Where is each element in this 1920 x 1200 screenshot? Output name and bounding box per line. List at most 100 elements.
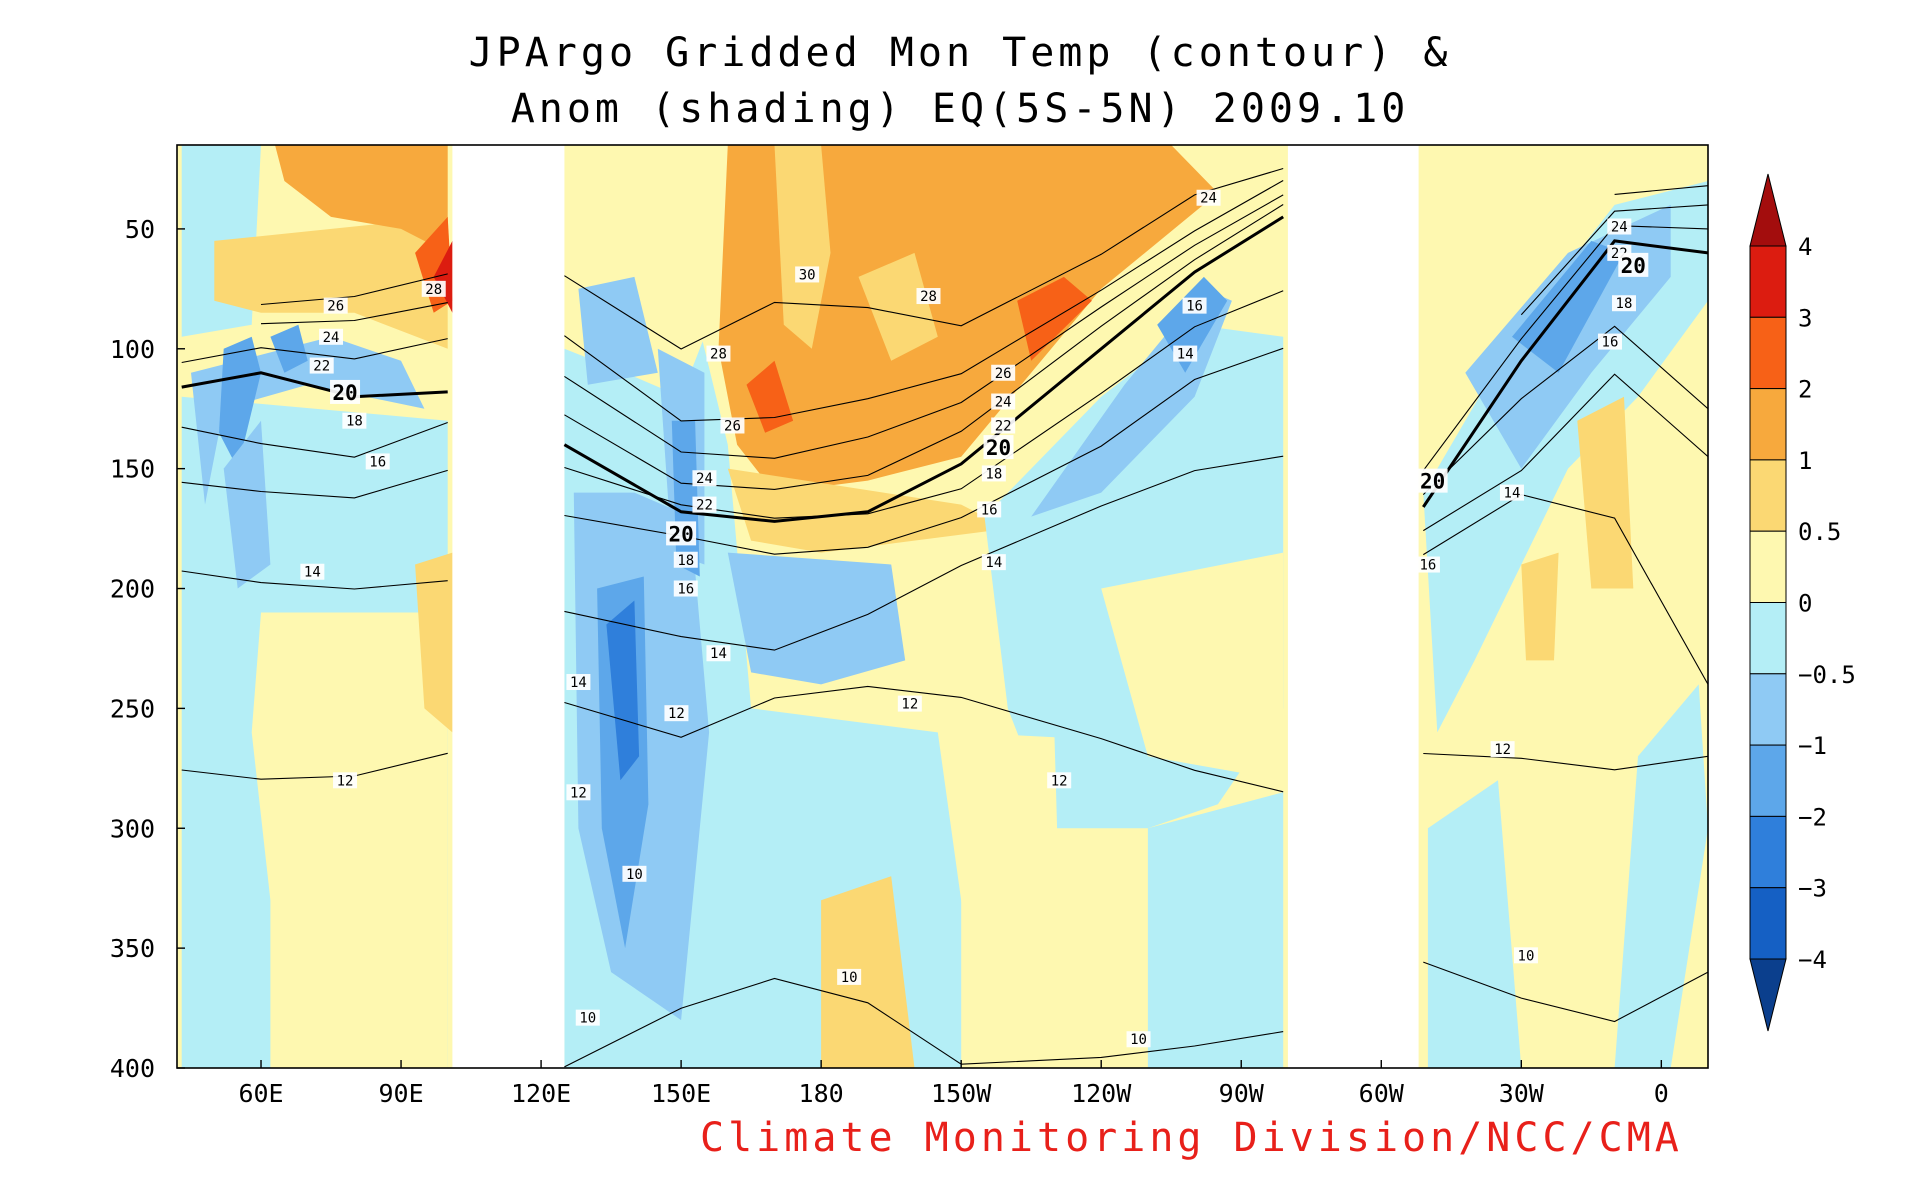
colorbar-swatch bbox=[1749, 744, 1787, 817]
contour-label: 24 bbox=[1200, 191, 1217, 207]
contour-label-bg bbox=[673, 580, 698, 597]
contour-label-bg bbox=[333, 772, 358, 789]
colorbar-swatch bbox=[1749, 245, 1787, 318]
contour-label: 16 bbox=[677, 582, 694, 598]
colorbar-label: 0.5 bbox=[1798, 518, 1841, 546]
missing-data-gaps bbox=[452, 145, 1419, 1068]
contour-label-bg bbox=[622, 865, 647, 882]
x-tick-label: 90E bbox=[378, 1079, 423, 1108]
contour-label: 22 bbox=[313, 359, 330, 375]
colorbar-swatch bbox=[1749, 530, 1787, 604]
isotherm-18 bbox=[1422, 325, 1708, 495]
colorbar-label: 2 bbox=[1798, 376, 1812, 404]
contour-label: 28 bbox=[710, 347, 727, 363]
anomaly-region bbox=[774, 145, 831, 349]
anomaly-region bbox=[727, 552, 906, 685]
anomaly-region bbox=[223, 420, 271, 589]
colorbar-swatch bbox=[1749, 316, 1787, 390]
contour-label-bg bbox=[991, 364, 1016, 381]
contour-label: 14 bbox=[1177, 347, 1194, 363]
contour-label-bg bbox=[692, 470, 717, 487]
isotherm-16 bbox=[1423, 373, 1708, 532]
contour-label-bg bbox=[673, 551, 698, 568]
colorbar-swatch bbox=[1749, 673, 1787, 746]
y-tick-label: 150 bbox=[110, 455, 155, 484]
contour-label-bg bbox=[1597, 333, 1622, 350]
anomaly-region bbox=[1614, 684, 1708, 1068]
y-tick-label: 400 bbox=[110, 1054, 155, 1083]
x-tick-label: 180 bbox=[799, 1079, 844, 1108]
isotherm-12 bbox=[1423, 752, 1708, 771]
colorbar-label: 1 bbox=[1798, 447, 1812, 475]
x-tick-label: 150W bbox=[931, 1079, 992, 1108]
contour-label: 18 bbox=[985, 466, 1002, 482]
isotherm-20 bbox=[563, 215, 1284, 523]
contour-label-bg bbox=[575, 1009, 600, 1026]
isotherm-24 bbox=[260, 302, 448, 325]
x-axis: 60E 90E 120E 150E 180 150W 120W 90W 60W 30W 0 bbox=[238, 1060, 1669, 1108]
contour-label-bg bbox=[981, 554, 1006, 571]
contour-label: 20 bbox=[986, 436, 1011, 460]
isotherm-14 bbox=[564, 455, 1284, 651]
x-tick-label: 60E bbox=[238, 1079, 283, 1108]
isotherm-22 bbox=[181, 338, 448, 364]
contour-label-bg bbox=[1126, 1031, 1151, 1048]
contour-label-bg bbox=[566, 784, 591, 801]
colorbar-label: 3 bbox=[1798, 304, 1812, 332]
contour-label: 14 bbox=[1504, 486, 1521, 502]
contour-label-bg bbox=[1182, 297, 1207, 314]
anomaly-region bbox=[961, 732, 1064, 1068]
anomaly-region bbox=[1147, 792, 1284, 1068]
contour-label: 10 bbox=[841, 970, 858, 986]
anomaly-region bbox=[821, 876, 915, 1068]
y-tick-label: 100 bbox=[110, 335, 155, 364]
contour-label: 24 bbox=[696, 471, 713, 487]
contour-label: 12 bbox=[901, 697, 918, 713]
colorbar-swatch bbox=[1749, 815, 1787, 889]
contour-label: 12 bbox=[668, 706, 685, 722]
isotherm-18 bbox=[181, 421, 448, 458]
anomaly-region bbox=[275, 145, 448, 253]
contour-label-bg bbox=[991, 417, 1016, 434]
isotherm-24 bbox=[1520, 204, 1708, 316]
contour-label: 24 bbox=[323, 330, 340, 346]
anomaly-region bbox=[1521, 552, 1559, 661]
x-tick-label: 60W bbox=[1359, 1079, 1405, 1108]
contour-label-bg bbox=[837, 968, 862, 985]
isotherm-12 bbox=[181, 752, 448, 780]
anomaly-region bbox=[415, 552, 453, 733]
x-tick-label: 120W bbox=[1071, 1079, 1132, 1108]
anomaly-region bbox=[746, 360, 794, 433]
contour-label-bg bbox=[1173, 345, 1198, 362]
contour-label: 16 bbox=[369, 454, 386, 470]
no-data-gap bbox=[452, 145, 565, 1068]
contour-label: 20 bbox=[668, 522, 693, 546]
contour-label-bg bbox=[1607, 218, 1632, 235]
anomaly-region bbox=[1577, 396, 1634, 589]
contour-label: 16 bbox=[1602, 335, 1619, 351]
contour-label: 26 bbox=[327, 299, 344, 315]
isotherm-26 bbox=[260, 273, 448, 306]
isotherm-22 bbox=[1422, 225, 1708, 471]
contour-label: 14 bbox=[985, 555, 1002, 571]
colorbar-swatch bbox=[1749, 459, 1787, 532]
isotherm-28 bbox=[564, 167, 1284, 350]
colorbar-label: 0 bbox=[1798, 590, 1812, 618]
contour-label: 28 bbox=[920, 289, 937, 305]
isotherm-10 bbox=[564, 977, 1284, 1068]
anomaly-region bbox=[214, 216, 448, 349]
x-tick-label: 30W bbox=[1499, 1079, 1545, 1108]
isotherm-26 bbox=[1614, 185, 1708, 195]
anomaly-region bbox=[1017, 276, 1092, 361]
anomaly-region bbox=[1101, 552, 1284, 781]
contour-label-bg bbox=[977, 501, 1002, 518]
y-tick-label: 200 bbox=[110, 575, 155, 604]
contour-label-bg bbox=[1611, 295, 1636, 312]
contour-label-bg bbox=[706, 645, 731, 662]
contour-label: 18 bbox=[346, 414, 363, 430]
contour-label-bg bbox=[300, 563, 325, 580]
contour-label: 12 bbox=[1051, 773, 1068, 789]
colorbar-label: 4 bbox=[1798, 233, 1812, 261]
